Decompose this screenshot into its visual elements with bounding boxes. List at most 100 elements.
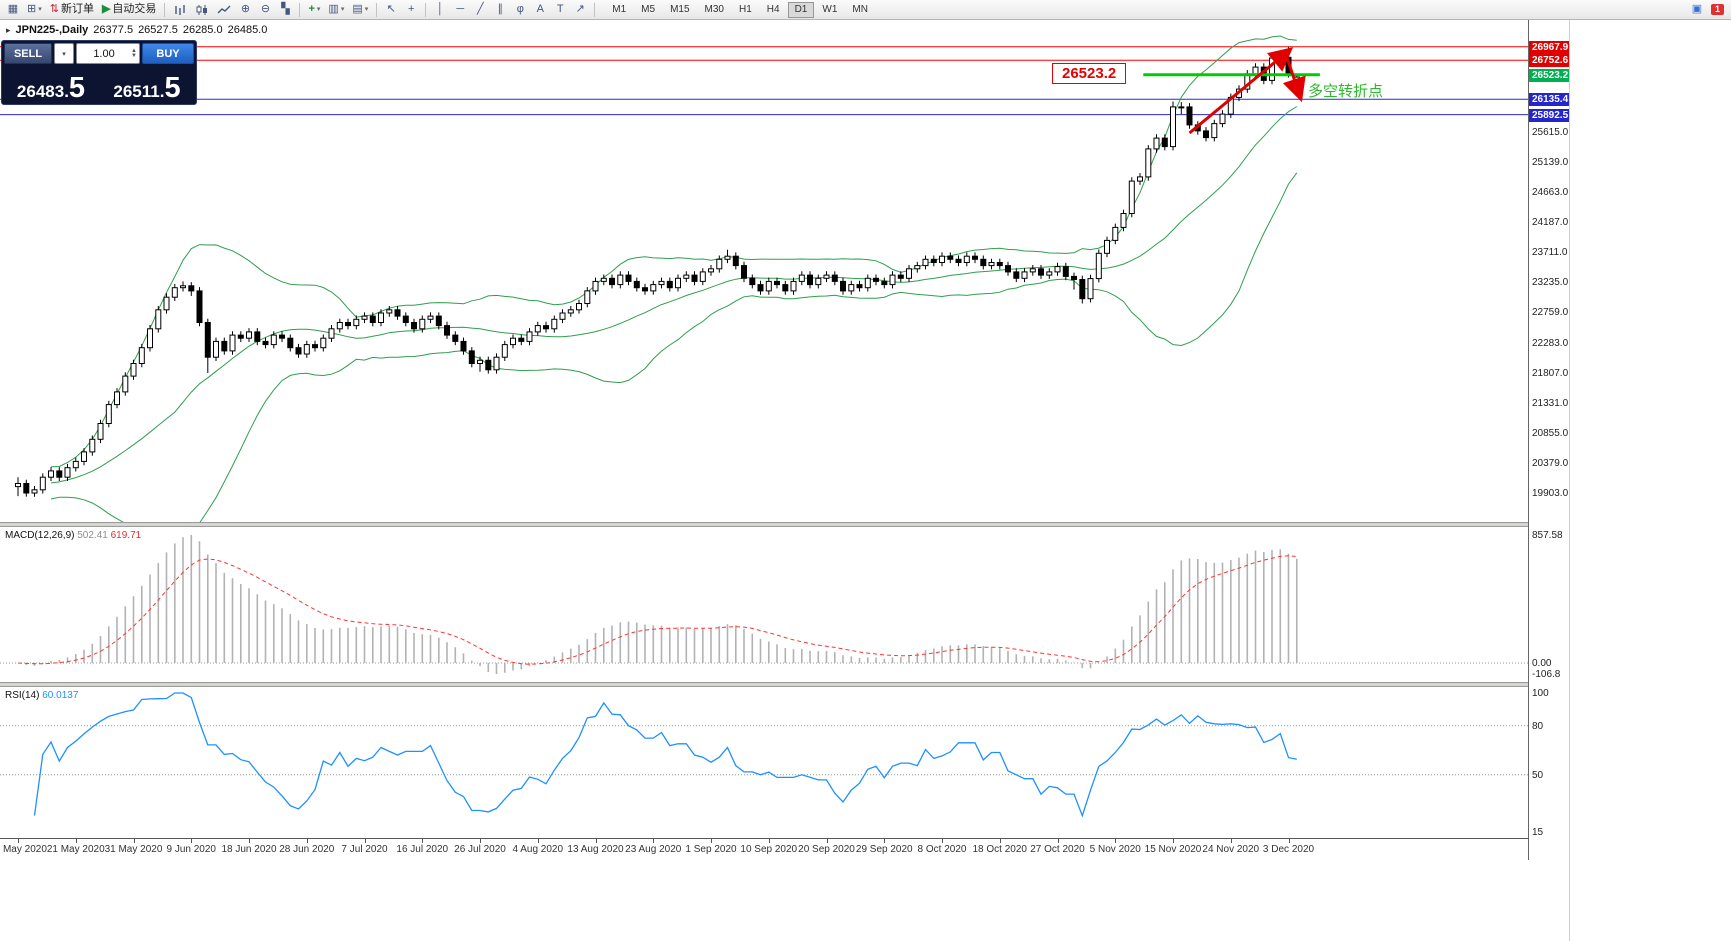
- timeframe-group: M1 M5 M15 M30 H1 H4 D1 W1 MN: [605, 1, 875, 18]
- date-label: 8 Oct 2020: [917, 844, 967, 855]
- autotrading-label: 自动交易: [112, 3, 157, 15]
- new-chart-icon: ⊞: [27, 3, 37, 15]
- date-label: 29 Sep 2020: [855, 844, 913, 855]
- rsi-canvas[interactable]: [0, 687, 1528, 838]
- date-label: 9 Jun 2020: [166, 844, 217, 855]
- date-label: 24 Nov 2020: [1202, 844, 1260, 855]
- tile-windows-button[interactable]: ▚: [275, 1, 295, 18]
- buy-button[interactable]: BUY: [142, 43, 194, 64]
- indicators-button[interactable]: + ▾: [304, 1, 324, 18]
- templates-button[interactable]: ▤ ▾: [348, 1, 372, 18]
- volume-value: 1.00: [93, 47, 115, 60]
- rsi-panel[interactable]: [0, 687, 1528, 838]
- price-axis[interactable]: 25615.0 25139.0 24663.0 24187.0 23711.0 23235…: [1528, 20, 1569, 860]
- volume-field[interactable]: 1.00 ▲ ▼: [76, 43, 140, 64]
- bar-chart-button[interactable]: [169, 1, 191, 18]
- volume-spinner[interactable]: ▲ ▼: [131, 47, 137, 59]
- price-annotation-label[interactable]: 26523.2: [1052, 63, 1127, 84]
- price-tick-label: 24663.0: [1532, 187, 1569, 199]
- trendline-icon: ╱: [476, 3, 484, 15]
- timeframe-m15-button[interactable]: M15: [663, 2, 696, 18]
- date-label: 31 May 2020: [104, 844, 163, 855]
- trendline-button[interactable]: ╱: [470, 1, 490, 18]
- channel-icon: ∥: [497, 3, 504, 15]
- templates-icon: ▤: [352, 3, 363, 15]
- trend-arrow[interactable]: [1188, 47, 1294, 135]
- bollinger-lower-band: [50, 172, 1298, 549]
- date-label: 18 Oct 2020: [972, 844, 1027, 855]
- cursor-button[interactable]: ↖: [381, 1, 401, 18]
- notification-badge: 1: [1710, 4, 1724, 15]
- text-label-button[interactable]: T: [550, 1, 570, 18]
- new-order-button[interactable]: ⇅ 新订单: [46, 1, 98, 18]
- time-tick: [537, 839, 539, 843]
- text-icon: A: [536, 3, 544, 15]
- time-tick: [653, 839, 655, 843]
- bar-chart-icon: [175, 4, 186, 15]
- time-tick: [711, 839, 712, 843]
- workspace-blank-area: [1569, 20, 1731, 941]
- periods-button[interactable]: ▥ ▾: [324, 1, 348, 18]
- macd-canvas[interactable]: [0, 527, 1528, 682]
- time-tick: [1288, 839, 1290, 843]
- autotrading-button[interactable]: ▶ 自动交易: [98, 1, 160, 18]
- one-click-toggle-icon[interactable]: ▸: [6, 24, 11, 35]
- sell-button[interactable]: SELL: [4, 43, 52, 64]
- turning-point-text[interactable]: 多空转折点: [1308, 83, 1384, 100]
- time-tick: [133, 839, 135, 843]
- new-chart-button[interactable]: ⊞ ▾: [23, 1, 46, 18]
- trend-arrow[interactable]: [1282, 51, 1306, 103]
- periods-icon: ▥: [328, 3, 339, 15]
- panel-separator[interactable]: [0, 522, 1569, 527]
- date-label: 10 Sep 2020: [740, 844, 798, 855]
- macd-scale-label: 857.58: [1532, 530, 1563, 541]
- price-tick-label: 23235.0: [1532, 277, 1569, 289]
- timeframe-mn-button[interactable]: MN: [845, 2, 875, 18]
- timeframe-m1-button[interactable]: M1: [605, 2, 633, 18]
- chart-window-menu-button[interactable]: ▦: [3, 1, 23, 18]
- chat-icon: ▣: [1691, 3, 1703, 15]
- timeframe-h4-button[interactable]: H4: [760, 2, 787, 18]
- chevron-down-icon: ▾: [316, 6, 321, 13]
- candlestick-chart-button[interactable]: [191, 1, 213, 18]
- volume-dropdown[interactable]: ▾: [54, 43, 74, 64]
- arrow-tool-icon: ↗: [575, 3, 585, 15]
- timeframe-w1-button[interactable]: W1: [815, 2, 844, 18]
- symbol-title: JPN225-,Daily: [15, 24, 89, 36]
- zoom-in-button[interactable]: ⊕: [235, 1, 255, 18]
- timeframe-h1-button[interactable]: H1: [732, 2, 759, 18]
- price-tick-label: 25615.0: [1532, 127, 1569, 139]
- horizontal-line-button[interactable]: ─: [450, 1, 470, 18]
- zoom-out-icon: ⊖: [260, 3, 271, 15]
- time-tick: [364, 839, 366, 843]
- sell-price: 26483. 5: [16, 71, 86, 104]
- arrows-tool-button[interactable]: ↗: [570, 1, 590, 18]
- main-chart[interactable]: [0, 20, 1528, 549]
- chart-header: ▸ JPN225-,Daily 26377.5 26527.5 26285.0 …: [6, 24, 267, 36]
- time-tick: [999, 839, 1001, 843]
- timeframe-m30-button[interactable]: M30: [698, 2, 731, 18]
- zoom-out-button[interactable]: ⊖: [255, 1, 275, 18]
- fibonacci-button[interactable]: φ: [510, 1, 530, 18]
- text-button[interactable]: A: [530, 1, 550, 18]
- notifications-button[interactable]: 1: [1707, 1, 1728, 18]
- zoom-in-icon: ⊕: [240, 3, 251, 15]
- price-chart-canvas[interactable]: [0, 20, 1528, 549]
- chat-button[interactable]: ▣: [1687, 1, 1707, 18]
- date-label: 26 Jul 2020: [454, 844, 506, 855]
- vertical-line-button[interactable]: │: [430, 1, 450, 18]
- macd-panel[interactable]: [0, 527, 1528, 682]
- price-tick-label: 24187.0: [1532, 217, 1569, 229]
- timeframe-d1-button[interactable]: D1: [787, 1, 815, 18]
- panel-separator[interactable]: [0, 682, 1569, 687]
- timeframe-m5-button[interactable]: M5: [634, 2, 662, 18]
- line-chart-button[interactable]: [213, 1, 235, 18]
- bollinger-middle-band: [50, 106, 1298, 484]
- time-tick: [942, 839, 943, 843]
- one-click-trade-panel: SELL ▾ 1.00 ▲ ▼ BUY 26483. 5 26511. 5: [1, 40, 197, 105]
- date-label: 21 May 2020: [46, 844, 105, 855]
- trade-panel-controls: SELL ▾ 1.00 ▲ ▼ BUY: [4, 43, 194, 64]
- channel-button[interactable]: ∥: [490, 1, 510, 18]
- crosshair-button[interactable]: +: [401, 1, 421, 18]
